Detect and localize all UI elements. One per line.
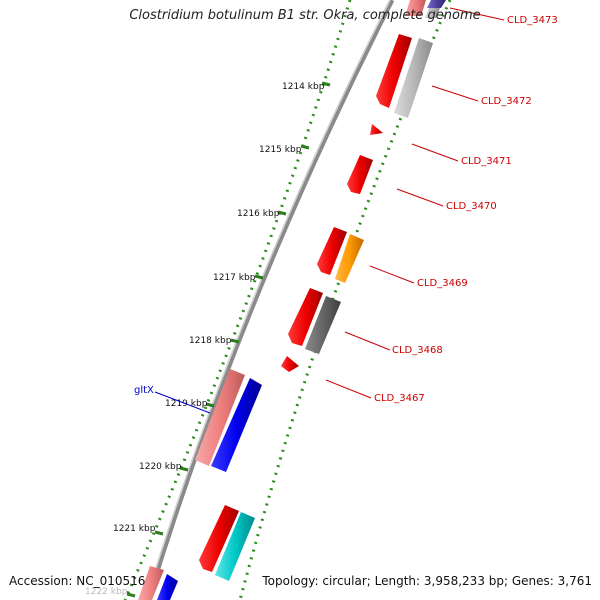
gene-feature-blue[interactable] bbox=[157, 574, 178, 600]
gene-feature-red[interactable] bbox=[199, 505, 239, 572]
gene-labels: CLD_3473 CLD_3472 CLD_3471 CLD_3470 CLD_… bbox=[134, 15, 558, 404]
scale-label: 1215 kbp bbox=[259, 145, 302, 155]
label-leaders bbox=[154, 7, 505, 414]
genome-backbone bbox=[145, 0, 395, 600]
gene-feature-gray[interactable] bbox=[425, 8, 440, 18]
gene-feature-darkgray[interactable] bbox=[305, 296, 341, 354]
gene-feature-purple[interactable] bbox=[427, 0, 446, 8]
gene-feature-red[interactable] bbox=[281, 356, 299, 372]
gene-label-cld-3473[interactable]: CLD_3473 bbox=[507, 15, 558, 26]
scale-label: 1221 kbp bbox=[113, 524, 156, 534]
scale-label: 1220 kbp bbox=[139, 462, 182, 472]
genome-backbone-highlight bbox=[145, 0, 391, 600]
accession-text: Accession: NC_010516 bbox=[9, 574, 146, 588]
gene-label-cld-3469[interactable]: CLD_3469 bbox=[417, 278, 468, 289]
gene-label-cld-3468[interactable]: CLD_3468 bbox=[392, 345, 443, 356]
scale-labels: 1214 kbp 1215 kbp 1216 kbp 1217 kbp 1218… bbox=[85, 82, 325, 597]
gene-feature-pink[interactable] bbox=[405, 0, 426, 16]
gene-feature-blue[interactable] bbox=[211, 378, 262, 472]
scale-label: 1222 kbp bbox=[85, 587, 128, 597]
scale-ticks bbox=[126, 81, 331, 598]
gene-feature-red[interactable] bbox=[317, 227, 347, 275]
gene-feature-gray[interactable] bbox=[394, 38, 433, 118]
gene-features bbox=[138, 0, 446, 600]
gene-label-cld-3471[interactable]: CLD_3471 bbox=[461, 156, 512, 167]
gene-feature-red[interactable] bbox=[376, 34, 412, 108]
gene-feature-orange[interactable] bbox=[335, 234, 364, 283]
scale-label: 1216 kbp bbox=[237, 209, 280, 219]
gene-feature-cyan[interactable] bbox=[215, 512, 255, 581]
gene-feature-pink[interactable] bbox=[138, 566, 164, 600]
gene-feature-pink[interactable] bbox=[195, 369, 245, 466]
genome-title: Clostridium botulinum B1 str. Okra, comp… bbox=[129, 8, 481, 23]
scale-label: 1218 kbp bbox=[189, 336, 232, 346]
scale-label: 1214 kbp bbox=[282, 82, 325, 92]
gene-feature-red[interactable] bbox=[370, 124, 383, 135]
topology-text: Topology: circular; Length: 3,958,233 bp… bbox=[262, 574, 592, 588]
gene-label-cld-3467[interactable]: CLD_3467 bbox=[374, 393, 425, 404]
gene-label-cld-3470[interactable]: CLD_3470 bbox=[446, 201, 497, 212]
gene-label-cld-3472[interactable]: CLD_3472 bbox=[481, 96, 532, 107]
gene-feature-red[interactable] bbox=[288, 288, 323, 346]
gene-feature-red[interactable] bbox=[347, 155, 373, 194]
gene-label-gltx[interactable]: gltX bbox=[134, 385, 154, 396]
scale-label: 1217 kbp bbox=[213, 273, 256, 283]
